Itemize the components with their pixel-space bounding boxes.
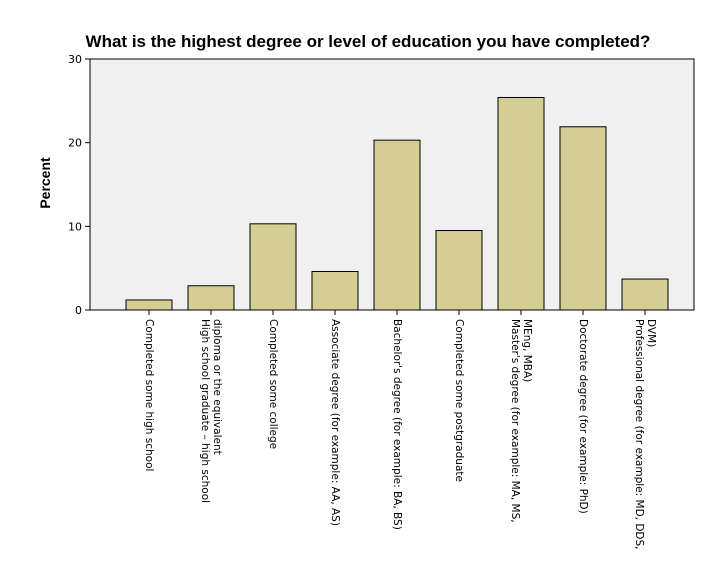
bar bbox=[621, 278, 669, 311]
x-category-label: Associate degree (for example: AA, AS) bbox=[329, 319, 341, 526]
x-category-label: Master's degree (for example: MA, MS, bbox=[509, 319, 521, 523]
y-tick-label: 30 bbox=[68, 53, 82, 66]
bar bbox=[559, 126, 607, 311]
x-category-label: Professional degree (for example: MD, DD… bbox=[633, 319, 645, 550]
x-category-label: diploma or the equivalent bbox=[211, 319, 223, 455]
bar bbox=[373, 139, 421, 311]
x-category-label: High school graduate – high school bbox=[199, 319, 211, 503]
y-axis: 0 10 20 30 bbox=[68, 53, 90, 317]
y-tick-label: 10 bbox=[68, 220, 82, 233]
y-tick-label: 20 bbox=[68, 137, 82, 150]
x-category-label: Bachelor's degree (for example: BA, BS) bbox=[391, 319, 403, 530]
bar bbox=[187, 285, 235, 311]
x-category-label: Completed some college bbox=[267, 319, 279, 449]
x-category-label: MEng, MBA) bbox=[521, 319, 533, 382]
x-category-label: Completed some postgraduate bbox=[453, 319, 465, 482]
bar bbox=[249, 223, 297, 311]
bar bbox=[311, 271, 359, 311]
x-category-label: DVM) bbox=[645, 319, 657, 347]
bar bbox=[435, 230, 483, 311]
y-tick-label: 0 bbox=[75, 304, 82, 317]
bar bbox=[497, 96, 545, 311]
y-axis-title: Percent bbox=[37, 157, 53, 209]
x-axis: Completed some high school High school gr… bbox=[143, 310, 657, 550]
x-category-label: Completed some high school bbox=[143, 319, 155, 471]
chart-title: What is the highest degree or level of e… bbox=[86, 32, 651, 51]
x-category-label: Doctorate degree (for example: PhD) bbox=[577, 319, 589, 514]
bar bbox=[125, 299, 173, 311]
